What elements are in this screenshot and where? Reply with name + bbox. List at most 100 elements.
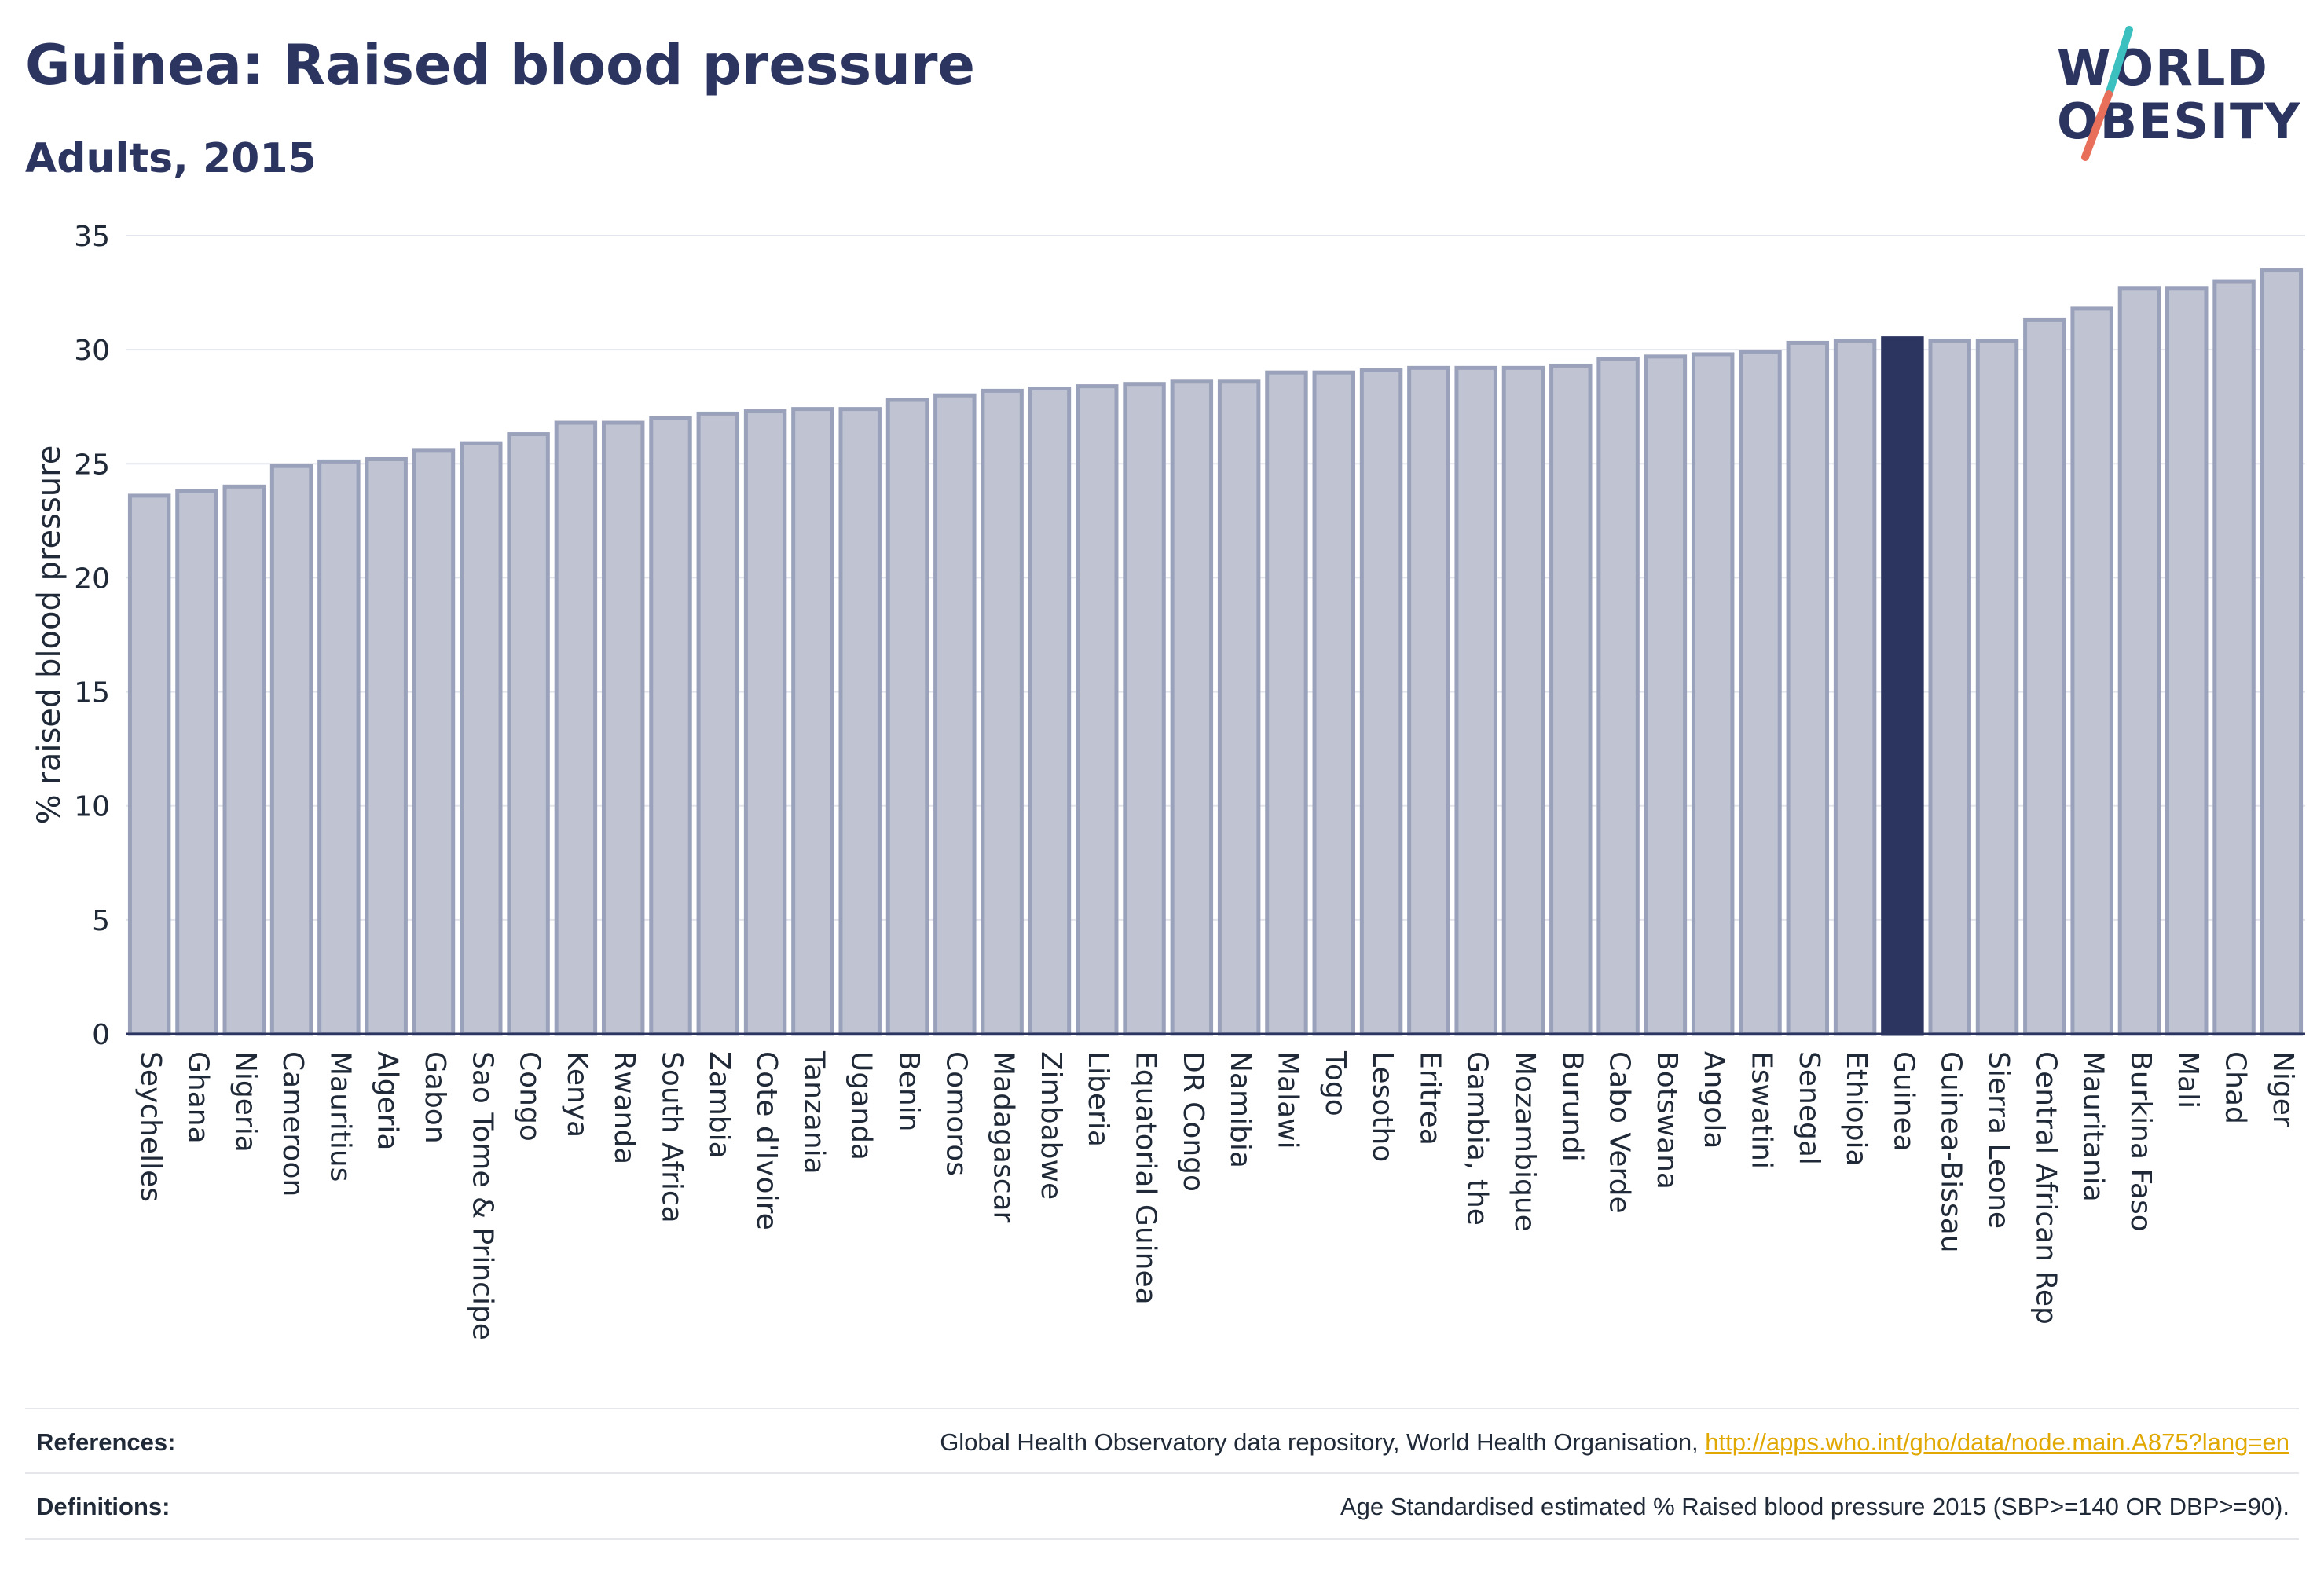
bar-niger	[2260, 268, 2304, 1036]
x-tick-label: Gambia, the	[1461, 1051, 1494, 1226]
x-tick-label: Eritrea	[1413, 1051, 1446, 1145]
x-tick-label: Burkina Faso	[2124, 1051, 2157, 1232]
bar-lesotho	[1359, 368, 1403, 1036]
x-tick-label: Sierra Leone	[1982, 1051, 2014, 1229]
references-row: References: Global Health Observatory da…	[25, 1408, 2299, 1474]
y-axis-label: % raised blood pressure	[31, 445, 68, 825]
x-tick-label: Ethiopia	[1840, 1051, 1872, 1167]
y-tick-label: 10	[74, 791, 110, 823]
x-tick-label: Rwanda	[608, 1051, 640, 1164]
x-tick-label: Lesotho	[1366, 1051, 1398, 1162]
bar-burkina-faso	[2117, 286, 2161, 1036]
definitions-label: Definitions:	[36, 1493, 170, 1520]
y-tick-label: 20	[74, 563, 110, 595]
x-tick-label: Mauritania	[2077, 1051, 2110, 1202]
bar-south-africa	[649, 416, 692, 1036]
y-tick-label: 25	[74, 449, 110, 481]
references-link[interactable]: http://apps.who.int/gho/data/node.main.A…	[1705, 1428, 2289, 1456]
x-tick-label: Zimbabwe	[1035, 1051, 1067, 1200]
bar-equatorial-guinea	[1123, 382, 1166, 1036]
y-tick-label: 30	[74, 335, 110, 367]
x-tick-label: Liberia	[1082, 1051, 1114, 1147]
bar-mauritania	[2070, 306, 2113, 1036]
logo-line-1: WORLD	[2057, 39, 2269, 97]
bar-eswatini	[1739, 350, 1782, 1036]
x-tick-label: Mali	[2172, 1051, 2204, 1109]
x-tick-label: Congo	[514, 1051, 546, 1142]
bar-zambia	[696, 411, 740, 1036]
x-tick-label: Benin	[893, 1051, 925, 1131]
definitions-text: Age Standardised estimated % Raised bloo…	[1340, 1493, 2289, 1520]
bar-comoros	[933, 393, 977, 1036]
x-tick-label: DR Congo	[1177, 1051, 1209, 1192]
x-tick-label: South Africa	[656, 1051, 688, 1223]
bar-cabo-verde	[1596, 357, 1640, 1036]
x-tick-label: Guinea	[1887, 1051, 1919, 1152]
references-source: Global Health Observatory data repositor…	[940, 1428, 1706, 1456]
bar-chad	[2212, 279, 2256, 1036]
x-tick-label: Algeria	[372, 1051, 404, 1151]
bar-dr-congo	[1170, 379, 1214, 1036]
references-text: Global Health Observatory data repositor…	[940, 1428, 2289, 1457]
x-tick-label: Nigeria	[229, 1051, 262, 1153]
bar-tanzania	[791, 407, 834, 1036]
bar-chart: 0 5 10 15 20 25 30 35 % raised blood pressure Sey…	[31, 221, 2305, 1340]
logo-slash-icon	[2081, 26, 2133, 161]
bar-congo	[507, 432, 550, 1036]
bar-madagascar	[981, 388, 1024, 1036]
x-tick-label: Eswatini	[1746, 1051, 1778, 1169]
bar-uganda	[838, 407, 882, 1036]
bar-malawi	[1265, 370, 1308, 1036]
x-tick-label: Angola	[1698, 1051, 1730, 1149]
bar-ethiopia	[1833, 339, 1877, 1036]
bar-burundi	[1549, 363, 1593, 1036]
y-tick-label: 5	[92, 905, 110, 937]
bar-rwanda	[601, 420, 645, 1036]
bar-guinea-bissau	[1928, 339, 1971, 1036]
x-tick-label: Cote d'Ivoire	[750, 1051, 783, 1230]
x-tick-label: Gabon	[419, 1051, 451, 1144]
bar-kenya	[554, 420, 598, 1036]
bar-mauritius	[317, 459, 361, 1036]
x-tick-label: Mozambique	[1508, 1051, 1541, 1232]
bar-seychelles	[127, 493, 171, 1036]
bar-ghana	[175, 489, 218, 1036]
bar-cote-d-ivoire	[743, 409, 787, 1036]
bar-benin	[885, 398, 929, 1036]
y-tick-label: 0	[92, 1019, 110, 1051]
bar-zimbabwe	[1028, 386, 1072, 1036]
bar-gabon	[412, 448, 456, 1036]
x-tick-label: Uganda	[845, 1051, 878, 1160]
bar-namibia	[1217, 379, 1261, 1036]
x-tick-label: Botswana	[1651, 1051, 1683, 1189]
definitions-row: Definitions: Age Standardised estimated …	[25, 1472, 2299, 1540]
bar-senegal	[1786, 340, 1830, 1036]
bar-central-african-rep	[2023, 317, 2066, 1036]
x-tick-label: Togo	[1319, 1050, 1351, 1116]
x-tick-label: Niger	[2267, 1051, 2299, 1127]
bar-eritrea	[1407, 365, 1450, 1036]
x-tick-label: Chad	[2220, 1051, 2252, 1124]
bar-gambia-the	[1454, 365, 1497, 1036]
x-tick-label: Kenya	[561, 1051, 593, 1138]
x-tick-label: Burundi	[1556, 1051, 1588, 1162]
y-tick-label: 35	[74, 221, 110, 253]
bar-nigeria	[222, 484, 266, 1036]
x-tick-label: Equatorial Guinea	[1130, 1051, 1162, 1305]
bar-cameroon	[269, 464, 313, 1036]
bar-sierra-leone	[1975, 339, 2019, 1036]
bar-algeria	[365, 456, 408, 1036]
x-tick-label: Cameroon	[277, 1051, 309, 1197]
chart-subtitle: Adults, 2015	[25, 135, 317, 182]
x-tick-label: Mauritius	[324, 1051, 356, 1182]
x-tick-label: Comoros	[940, 1051, 972, 1176]
x-tick-label: Senegal	[1793, 1051, 1825, 1165]
x-tick-label: Sao Tome & Principe	[466, 1051, 498, 1340]
x-tick-label: Guinea-Bissau	[1935, 1051, 1967, 1253]
x-tick-label: Malawi	[1271, 1051, 1303, 1149]
x-tick-label: Zambia	[703, 1051, 735, 1159]
x-tick-label: Ghana	[181, 1051, 214, 1144]
x-tick-label: Central African Rep	[2029, 1051, 2062, 1325]
x-tick-label: Madagascar	[988, 1051, 1020, 1223]
bar-sao-tome-principe	[460, 441, 503, 1036]
